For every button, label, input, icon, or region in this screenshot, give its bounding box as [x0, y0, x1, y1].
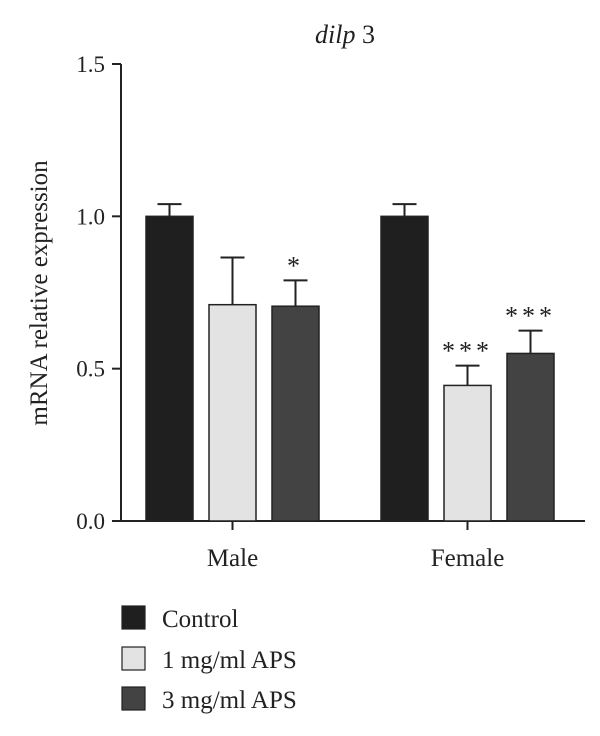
legend-label: Control — [162, 606, 238, 633]
y-tick-label: 1.0 — [76, 204, 105, 229]
legend-label: 3 mg/ml APS — [162, 687, 297, 714]
bar — [145, 215, 194, 522]
x-tick-label: Male — [207, 545, 258, 572]
y-tick-label: 0.5 — [76, 357, 105, 382]
significance-label: * — [287, 251, 304, 280]
legend: Control 1 mg/ml APS 3 mg/ml APS — [121, 605, 297, 714]
axes: 0.0 0.5 1.0 1.5 Male Female — [76, 52, 585, 572]
bar — [208, 303, 257, 522]
bar — [271, 305, 320, 522]
y-tick-label: 0.0 — [76, 509, 105, 534]
legend-swatch — [121, 646, 146, 671]
legend-swatch — [121, 605, 146, 630]
bar — [380, 215, 429, 522]
bar — [443, 384, 492, 522]
x-tick-label: Female — [431, 545, 505, 572]
y-tick-label: 1.5 — [76, 52, 105, 77]
bar — [506, 352, 555, 522]
bars: ******* — [145, 203, 556, 522]
significance-label: *** — [442, 337, 493, 366]
y-axis-label: mRNA relative expression — [26, 160, 53, 426]
chart-title: dilp 3 — [315, 20, 375, 49]
legend-label: 1 mg/ml APS — [162, 647, 297, 674]
significance-label: *** — [505, 302, 556, 331]
legend-swatch — [121, 686, 146, 711]
